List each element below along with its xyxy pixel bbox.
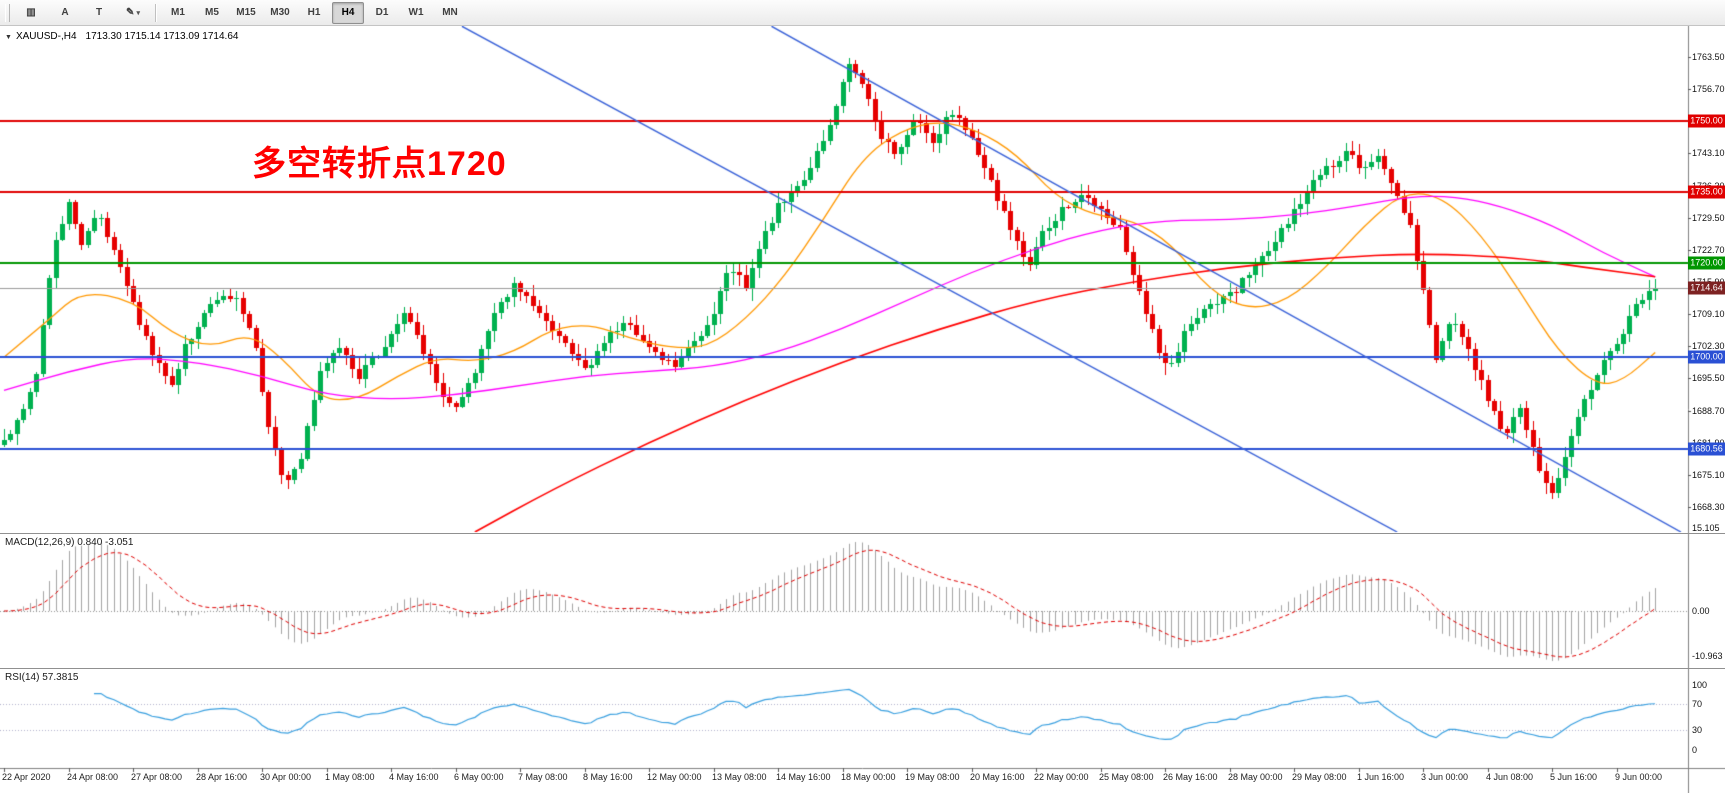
chart-canvas[interactable] [0,26,1725,793]
timeframe-button-h1[interactable]: H1 [307,7,321,18]
rsi-name: RSI(14) [5,672,40,683]
chart-annotation-text[interactable]: 多空转折点1720 [252,145,507,183]
panel-divider-macd[interactable] [0,533,1725,534]
time-axis-label: 29 May 08:00 [1292,772,1347,782]
toolbar-grip[interactable] [5,3,10,22]
draw-tool-button[interactable]: ✎ ▾ [126,7,140,18]
time-axis-label: 13 May 08:00 [712,772,767,782]
macd-scale-label: 15.105 [1692,522,1720,533]
rsi-scale-label: 30 [1692,725,1703,735]
toolbar: ▥ A T ✎ ▾ M1 M5 M15 M30 H1 H4 D1 W1 MN [0,0,1725,26]
time-axis-label: 14 May 16:00 [776,772,831,782]
price-tick-label: 1668.30 [1692,502,1725,512]
price-tick-label: 1695.50 [1692,373,1725,384]
timeframe-button-h4[interactable]: H4 [332,1,364,24]
time-axis-label: 9 Jun 00:00 [1615,772,1663,782]
chart-info-line: ▼ XAUUSD-,H4 1713.30 1715.14 1713.09 1714.… [5,31,238,42]
time-axis-label: 22 May 00:00 [1034,772,1089,782]
time-axis-label: 1 May 08:00 [325,772,375,782]
timeframe-button-m15[interactable]: M15 [236,7,256,18]
time-axis-label: 24 Apr 08:00 [67,772,119,782]
price-level-badge: 1750.00 [1688,114,1725,128]
time-axis-label: 27 Apr 08:00 [131,772,183,782]
price-level-badge: 1735.00 [1688,185,1725,199]
price-tick-label: 1763.50 [1692,52,1725,62]
time-axis-label: 6 May 00:00 [454,772,504,782]
toolbar-separator [155,3,156,22]
chart-type-icon[interactable]: ▥ [26,7,36,18]
time-axis-label: 30 Apr 00:00 [260,772,312,782]
price-level-badge: 1680.56 [1688,442,1725,456]
time-axis-label: 12 May 00:00 [647,772,702,782]
time-axis-label: 3 Jun 00:00 [1421,772,1469,782]
timeframe-button-w1[interactable]: W1 [408,7,424,18]
time-axis-label: 4 Jun 08:00 [1486,772,1534,782]
rsi-values: 57.3815 [42,672,79,683]
macd-scale-label: -10.963 [1692,651,1723,662]
time-axis-label: 19 May 08:00 [905,772,960,782]
macd-name: MACD(12,26,9) [5,537,75,548]
price-level-badge: 1700.00 [1688,350,1725,364]
price-tick-label: 1702.30 [1692,341,1725,352]
time-axis-label: 1 Jun 16:00 [1357,772,1405,782]
time-axis-label: 18 May 00:00 [841,772,896,782]
time-axis-label: 4 May 16:00 [389,772,439,782]
timeframe-button-m1[interactable]: M1 [171,7,185,18]
timeframe-button-m5[interactable]: M5 [205,7,219,18]
macd-indicator-label: MACD(12,26,9) 0.840 -3.051 [5,537,133,548]
time-axis-label: 7 May 08:00 [518,772,568,782]
price-tick-label: 1756.70 [1692,84,1725,95]
timeframe-button-mn[interactable]: MN [442,7,458,18]
time-axis[interactable] [0,768,1688,793]
dropdown-caret-icon: ▾ [136,9,140,17]
price-level-badge: 1720.00 [1688,256,1725,270]
time-axis-label: 25 May 08:00 [1099,772,1154,782]
time-axis-label: 5 Jun 16:00 [1550,772,1598,782]
rsi-scale-label: 100 [1692,679,1708,690]
price-tick-label: 1722.70 [1692,244,1725,255]
price-tick-label: 1709.10 [1692,309,1725,320]
time-axis-label: 8 May 16:00 [583,772,633,782]
macd-values: 0.840 -3.051 [77,537,134,548]
rsi-scale-label: 0 [1692,744,1698,755]
time-axis-label: 28 May 00:00 [1228,772,1283,782]
symbol-dropdown-icon[interactable]: ▼ [5,34,12,41]
panel-divider-rsi[interactable] [0,668,1725,669]
rsi-indicator-label: RSI(14) 57.3815 [5,672,78,683]
chart-window: ▼ XAUUSD-,H4 1713.30 1715.14 1713.09 1714.… [0,26,1725,793]
ohlc-values: 1713.30 1715.14 1713.09 1714.64 [85,31,239,42]
timeframe-button-m30[interactable]: M30 [270,7,290,18]
price-tick-label: 1688.70 [1692,405,1725,416]
rsi-scale-label: 70 [1692,699,1703,709]
time-axis-label: 22 Apr 2020 [2,772,51,782]
time-axis-label: 28 Apr 16:00 [196,772,248,782]
price-scale[interactable] [1688,26,1725,768]
time-axis-label: 26 May 16:00 [1163,772,1218,782]
macd-scale-label: 0.00 [1692,606,1710,616]
price-tick-label: 1675.10 [1692,469,1725,480]
symbol-timeframe-label: XAUUSD-,H4 [15,31,77,42]
price-tick-label: 1743.10 [1692,148,1725,159]
cursor-tool-button[interactable]: A [61,7,69,18]
time-axis-label: 20 May 16:00 [970,772,1025,782]
price-tick-label: 1729.50 [1692,212,1725,223]
current-price-badge: 1714.64 [1688,281,1725,295]
timeframe-button-d1[interactable]: D1 [375,7,389,18]
text-tool-button[interactable]: T [95,7,103,18]
